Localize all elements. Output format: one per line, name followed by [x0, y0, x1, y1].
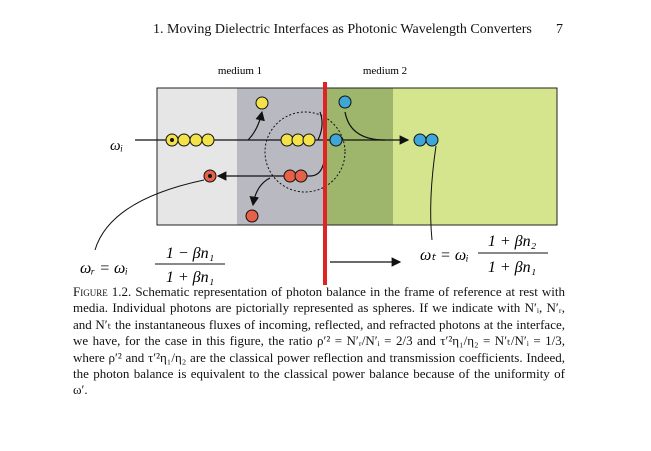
transmit-arrow — [317, 111, 386, 141]
medium1-light — [157, 88, 237, 225]
transmitted-lhs: ωₜ = ωᵢ — [420, 247, 469, 264]
reflected-den: 1 + βn₁ — [166, 269, 214, 286]
reflected-num: 1 − βn₁ — [166, 245, 214, 262]
caption-label: Figure 1.2. — [73, 284, 132, 299]
photon-core — [208, 174, 212, 178]
label-medium1: medium 1 — [218, 65, 262, 77]
transmitted-num: 1 + βn₂ — [488, 233, 537, 250]
transmitted-den: 1 + βn₁ — [488, 259, 536, 276]
reflect-arrow — [247, 110, 265, 141]
running-head: 1. Moving Dielectric Interfaces as Photo… — [153, 22, 532, 37]
photon-core — [170, 138, 174, 142]
figure: medium 1 medium 2 ωᵢ ωᵣ = ωᵢ 1 − βn₁ 1 +… — [80, 65, 558, 286]
label-medium2: medium 2 — [363, 65, 407, 77]
medium1-dark — [237, 88, 325, 225]
medium2-dark — [325, 88, 393, 225]
interface-zone — [264, 111, 346, 193]
incident-photons — [165, 96, 316, 147]
caption: Figure 1.2. Schematic representation of … — [73, 284, 565, 399]
frame — [156, 87, 558, 226]
transmitted-photons — [329, 95, 439, 147]
page-number: 7 — [556, 22, 563, 37]
caption-text: Schematic representation of photon balan… — [73, 284, 565, 398]
reflected-ray-2 — [249, 177, 271, 207]
pointer-reflected — [94, 179, 205, 251]
incident-label: ωᵢ — [110, 138, 123, 154]
reflected-lhs: ωᵣ = ωᵢ — [80, 260, 128, 277]
reflected-photons — [203, 169, 308, 223]
medium2-light — [393, 88, 557, 225]
pointer-transmitted — [430, 145, 437, 241]
